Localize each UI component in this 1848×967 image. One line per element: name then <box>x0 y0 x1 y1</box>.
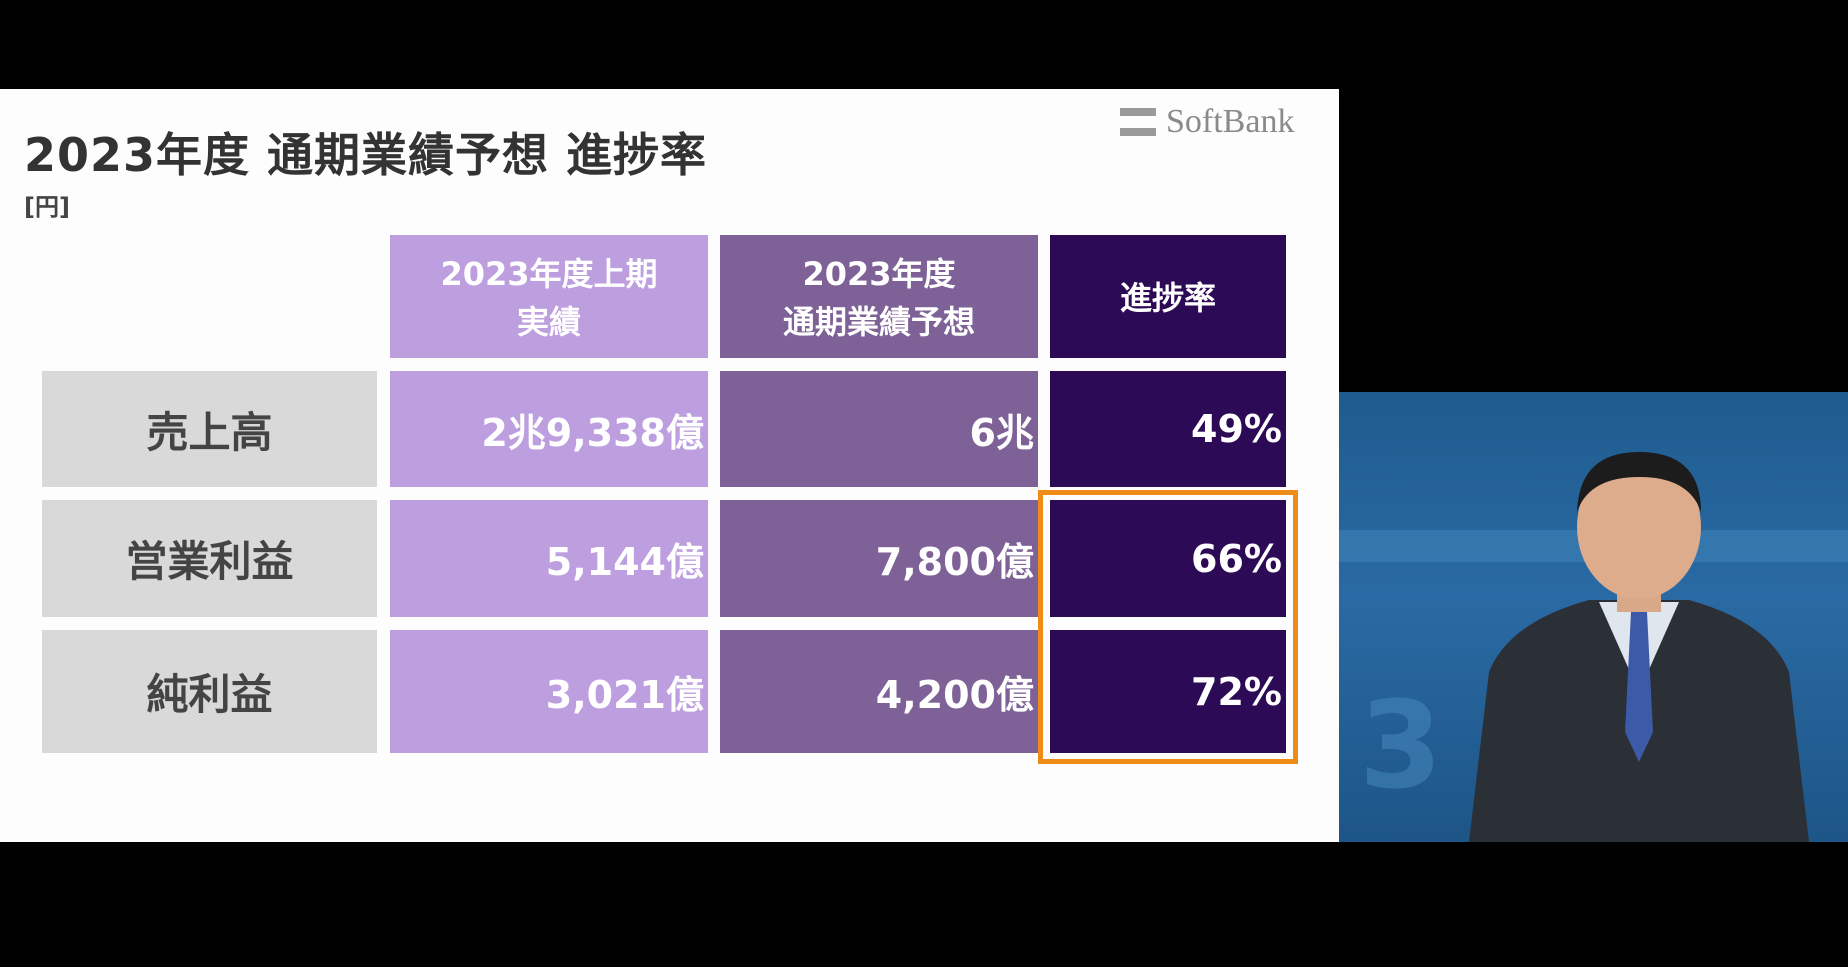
operating-income-progress: 66% <box>1050 500 1286 617</box>
row-label-operating-income: 営業利益 <box>42 500 377 617</box>
presentation-slide: 2023年度 通期業績予想 進捗率 [円] SoftBank 2023年度上期実… <box>0 89 1339 842</box>
speaker-figure <box>1469 452 1809 842</box>
operating-income-forecast: 7,800億 <box>720 500 1038 617</box>
operating-income-actual: 5,144億 <box>390 500 708 617</box>
header-actual: 2023年度上期 実績 <box>390 235 708 358</box>
revenue-progress: 49% <box>1050 371 1286 487</box>
row-label-revenue: 売上高 <box>42 371 377 487</box>
header-forecast-line2: 通期業績予想 <box>782 302 975 341</box>
net-income-actual: 3,021億 <box>390 630 708 753</box>
net-income-forecast: 4,200億 <box>720 630 1038 753</box>
progress-highlight-frame <box>1038 490 1298 764</box>
softbank-logo-icon <box>1120 108 1156 136</box>
header-forecast: 2023年度 通期業績予想 <box>720 235 1038 358</box>
softbank-logo: SoftBank <box>1120 103 1294 141</box>
softbank-logo-text: SoftBank <box>1166 103 1295 140</box>
speaker-video: 3 億 <box>1339 392 1848 842</box>
row-label-net-income: 純利益 <box>42 630 377 753</box>
unit-label: [円] <box>24 193 70 221</box>
revenue-actual: 2兆9,338億 <box>390 371 708 487</box>
header-actual-line2: 実績 <box>516 302 581 341</box>
header-forecast-line1: 2023年度 <box>802 254 956 293</box>
header-progress: 進捗率 <box>1050 235 1286 358</box>
slide-title: 2023年度 通期業績予想 進捗率 <box>24 128 708 182</box>
revenue-forecast: 6兆 <box>720 371 1038 487</box>
header-actual-line1: 2023年度上期 <box>440 254 658 293</box>
net-income-progress: 72% <box>1050 630 1286 753</box>
